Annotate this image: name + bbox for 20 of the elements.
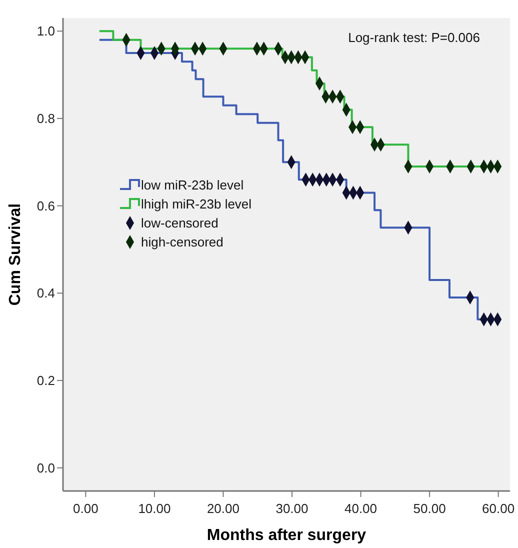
annotation: Log-rank test: P=0.006 xyxy=(348,30,480,45)
legend-label: low-censored xyxy=(141,216,218,231)
legend-label: high-censored xyxy=(141,234,224,250)
y-tick-label: 1.0 xyxy=(36,24,55,39)
x-tick-label: 60.00 xyxy=(482,501,515,516)
y-tick-label: 0.6 xyxy=(36,198,55,214)
x-tick-label: 20.00 xyxy=(206,501,240,516)
x-tick-label: 30.00 xyxy=(276,501,308,516)
y-tick-label: 0.0 xyxy=(36,460,55,476)
legend-label: low miR-23b level xyxy=(141,178,244,193)
y-tick-label: 0.4 xyxy=(36,286,55,301)
x-tick-label: 0.00 xyxy=(73,501,98,516)
x-tick-label: 40.00 xyxy=(344,501,378,516)
legend-label: lhigh miR-23b level xyxy=(141,196,252,212)
x-axis-title: Months after surgery xyxy=(206,527,366,544)
y-tick-label: 0.8 xyxy=(36,111,55,126)
x-tick-label: 10.00 xyxy=(138,501,171,516)
y-tick-label: 0.2 xyxy=(36,373,55,388)
y-axis-title: Cum Survival xyxy=(7,203,24,306)
x-tick-label: 50.00 xyxy=(413,501,446,516)
